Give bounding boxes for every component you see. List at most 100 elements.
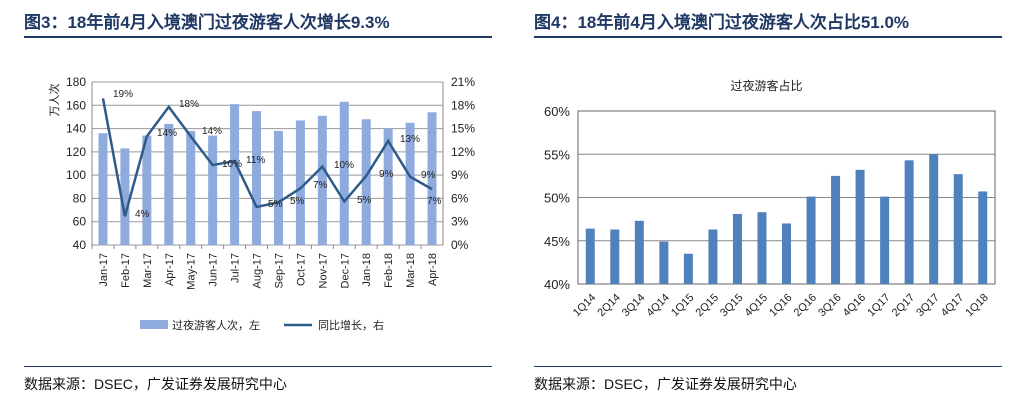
bar (427, 112, 437, 246)
left-chart-title: 图3：18年前4月入境澳门过夜游客人次增长9.3% (24, 13, 390, 32)
source-divider-right (534, 366, 1002, 367)
y2-tick-label: 21% (451, 75, 475, 89)
bar (782, 223, 791, 284)
bar (383, 128, 393, 245)
x-tick-label: 3Q14 (620, 292, 648, 320)
y2-tick-label: 3% (451, 215, 469, 229)
x-tick-label: 1Q18 (963, 292, 991, 320)
left-source: 数据来源：DSEC，广发证券发展研究中心 (24, 376, 287, 392)
bar (339, 101, 349, 246)
x-tick-label: Aug-17 (252, 253, 264, 288)
x-tick-label: 3Q15 (718, 292, 746, 320)
data-label: 7% (427, 196, 442, 207)
bar (164, 123, 174, 245)
y-tick-label: 40% (544, 277, 570, 292)
y2-tick-label: 9% (451, 168, 469, 182)
bar (757, 212, 767, 284)
legend-bar-swatch (140, 320, 168, 329)
y-tick-label: 180 (66, 75, 86, 89)
data-label: 10% (222, 159, 242, 170)
x-tick-label: 2Q16 (792, 292, 820, 320)
data-label: 9% (379, 169, 394, 180)
bar (708, 229, 718, 284)
y2-tick-label: 18% (451, 98, 475, 112)
bar (186, 130, 196, 245)
bar (317, 115, 327, 245)
growth-line (101, 98, 433, 217)
bar (120, 148, 130, 245)
x-tick-label: Mar-18 (405, 253, 417, 288)
x-tick-label: Oct-17 (295, 253, 307, 286)
data-label: 10% (334, 160, 354, 171)
bar (929, 154, 939, 284)
bar (683, 253, 693, 284)
x-tick-label: Jul-17 (230, 253, 242, 283)
x-tick-label: 2Q14 (595, 292, 623, 320)
y2-tick-label: 0% (451, 238, 469, 252)
x-tick-label: Feb-17 (120, 253, 132, 288)
title-divider-right (534, 36, 1002, 38)
bar (831, 175, 841, 284)
bar (208, 135, 218, 245)
bar (361, 119, 371, 245)
y-tick-label: 160 (66, 98, 86, 112)
x-tick-label: 4Q16 (841, 292, 869, 320)
x-tick-label: 1Q15 (669, 292, 697, 320)
bar (585, 228, 595, 284)
x-tick-label: Apr-17 (164, 253, 176, 286)
x-tick-label: Feb-18 (383, 253, 395, 288)
bar (880, 196, 890, 284)
bar (230, 104, 240, 245)
x-tick-label: Jun-17 (208, 253, 220, 287)
x-tick-label: Nov-17 (317, 253, 329, 288)
x-tick-label: Jan-17 (98, 253, 110, 287)
y-tick-label: 120 (66, 145, 86, 159)
bar (142, 135, 152, 245)
y2-tick-label: 15% (451, 122, 475, 136)
data-label: 9% (421, 170, 436, 181)
y-tick-label: 100 (66, 168, 86, 182)
legend-line-label: 同比增长，右 (318, 318, 384, 332)
x-tick-label: 4Q14 (644, 292, 672, 320)
data-label: 14% (202, 126, 222, 137)
bar (405, 122, 415, 245)
bar (732, 213, 742, 284)
x-tick-label: 4Q17 (939, 292, 967, 320)
bar (273, 130, 283, 245)
y-tick-label: 55% (544, 147, 570, 162)
data-label: 7% (313, 180, 328, 191)
title-divider-left (24, 36, 492, 38)
right-chart-title: 图4：18年前4月入境澳门过夜游客人次占比51.0% (534, 13, 910, 32)
x-tick-label: Jan-18 (361, 253, 373, 287)
data-label: 5% (268, 199, 283, 210)
data-label: 19% (113, 89, 133, 100)
x-tick-label: Mar-17 (142, 253, 154, 288)
x-tick-label: Apr-18 (427, 253, 439, 286)
x-tick-label: 1Q14 (571, 292, 599, 320)
x-tick-label: 1Q16 (767, 292, 795, 320)
y2-tick-label: 12% (451, 145, 475, 159)
x-tick-label: 3Q17 (914, 292, 942, 320)
right-source: 数据来源：DSEC，广发证券发展研究中心 (534, 376, 797, 392)
bar (659, 241, 669, 284)
legend-bar-label: 过夜游客人次，左 (172, 318, 260, 332)
y-tick-label: 50% (544, 191, 570, 206)
y-axis-label: 万人次 (47, 84, 61, 117)
x-tick-label: Sep-17 (273, 253, 285, 288)
bar (634, 220, 644, 284)
data-label: 18% (179, 99, 199, 110)
data-label: 5% (290, 196, 305, 207)
data-label: 4% (135, 209, 150, 220)
x-tick-label: 1Q17 (865, 292, 893, 320)
x-tick-label: 3Q16 (816, 292, 844, 320)
y-tick-label: 60 (73, 215, 87, 229)
chart-title: 过夜游客占比 (730, 78, 802, 93)
x-tick-label: 4Q15 (743, 292, 771, 320)
x-tick-label: May-17 (186, 253, 198, 290)
data-label: 13% (400, 134, 420, 145)
bar (953, 174, 963, 284)
y-tick-label: 140 (66, 122, 86, 136)
bar (295, 120, 305, 245)
bar (978, 191, 988, 284)
